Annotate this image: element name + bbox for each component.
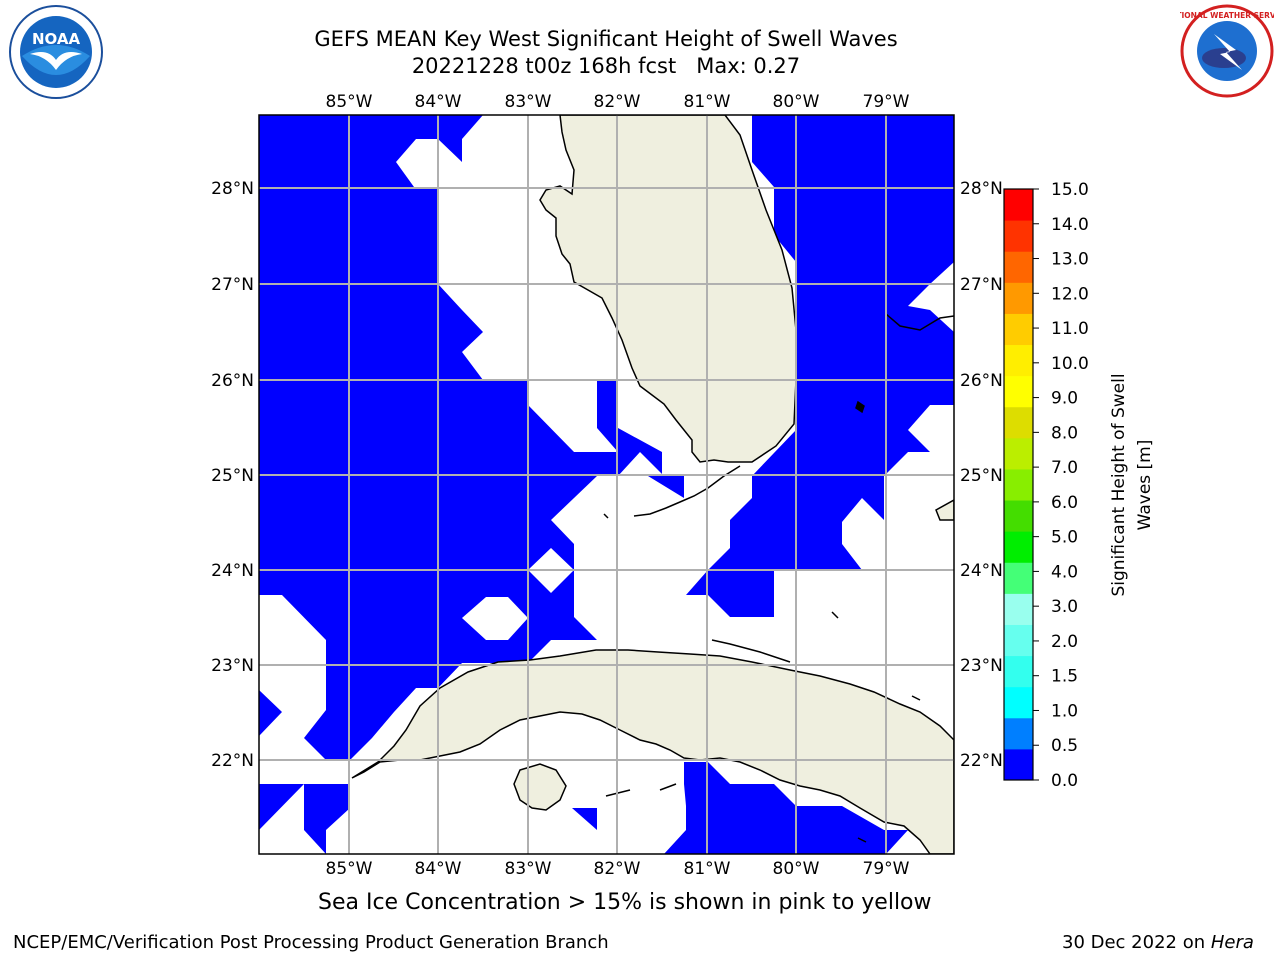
nws-logo-text: NATIONAL WEATHER SERVICE	[1180, 11, 1274, 20]
colorbar-segment	[1004, 717, 1033, 750]
lat-tick-label-left: 28°N	[211, 179, 254, 199]
chart-subtitle-forecast: 20221228 t00z 168h fcst Max: 0.27	[411, 54, 801, 78]
lon-tick-label-top: 84°W	[415, 92, 462, 112]
colorbar-tick-label: 1.5	[1051, 667, 1078, 687]
lat-tick-label-right: 25°N	[960, 466, 1003, 486]
lat-tick-label-left: 22°N	[211, 751, 254, 771]
sea-ice-note: Sea Ice Concentration > 15% is shown in …	[318, 890, 932, 915]
colorbar-tick-label: 1.0	[1051, 701, 1078, 721]
colorbar-segment	[1004, 220, 1033, 252]
colorbar-tick-label: 6.0	[1051, 493, 1078, 513]
colorbar-tick-label: 8.0	[1051, 423, 1078, 443]
colorbar-tick-label: 14.0	[1051, 215, 1089, 235]
lon-tick-label-top: 85°W	[326, 92, 373, 112]
colorbar-tick-label: 0.5	[1051, 736, 1078, 756]
lat-tick-label-left: 24°N	[211, 561, 254, 581]
lon-tick-label-bottom: 84°W	[415, 859, 462, 879]
lat-tick-label-right: 23°N	[960, 656, 1003, 676]
colorbar-segment	[1004, 468, 1033, 501]
lon-tick-label-top: 81°W	[684, 92, 731, 112]
footer-machine: Hera	[1210, 932, 1254, 953]
map-gridlines	[259, 115, 954, 854]
noaa-logo: NOAA	[8, 4, 104, 100]
colorbar-label-line1: Significant Height of Swell	[1109, 373, 1129, 596]
colorbar: 0.0 0.5 1.0 1.5 2.0 3.0 4.0 5.0 6.0 7.0 8.0 9.0 10.0…	[1003, 180, 1089, 791]
colorbar-segment	[1004, 437, 1033, 470]
nws-logo: NATIONAL WEATHER SERVICE	[1165, 4, 1280, 98]
lon-tick-label-top: 82°W	[594, 92, 641, 112]
colorbar-segment	[1004, 531, 1033, 563]
lon-tick-label-bottom: 81°W	[684, 859, 731, 879]
colorbar-segment	[1004, 500, 1033, 532]
map-frame	[258, 114, 955, 855]
lon-tick-label-top: 79°W	[863, 92, 910, 112]
colorbar-tick-label: 3.0	[1051, 597, 1078, 617]
colorbar-segment	[1004, 344, 1033, 377]
footer-date-text: 30 Dec 2022 on	[1062, 932, 1211, 953]
chart-title: GEFS MEAN Key West Significant Height of…	[314, 27, 898, 51]
lon-tick-label-bottom: 82°W	[594, 859, 641, 879]
colorbar-tick-label: 15.0	[1051, 180, 1089, 200]
colorbar-label-line2: Waves [m]	[1135, 440, 1155, 531]
colorbar-segment	[1004, 251, 1033, 283]
colorbar-tick-label: 11.0	[1051, 319, 1089, 339]
colorbar-segment	[1004, 624, 1033, 657]
lat-tick-label-left: 26°N	[211, 371, 254, 391]
map-axis-labels: 85°W 85°W 84°W 84°W 83°W 83°W 82°W 82°W 81°W 81°W…	[211, 92, 1003, 879]
colorbar-segment	[1004, 686, 1033, 719]
map-plot-area	[259, 115, 954, 854]
colorbar-tick-label: 0.0	[1051, 771, 1078, 791]
colorbar-segment	[1004, 406, 1033, 439]
lat-tick-label-right: 26°N	[960, 371, 1003, 391]
lat-tick-label-right: 27°N	[960, 275, 1003, 295]
lon-tick-label-bottom: 79°W	[863, 859, 910, 879]
colorbar-tick-label: 7.0	[1051, 458, 1078, 478]
colorbar-segment	[1004, 375, 1033, 408]
colorbar-segment	[1004, 748, 1033, 781]
colorbar-segment	[1004, 562, 1033, 594]
lon-tick-label-bottom: 85°W	[326, 859, 373, 879]
colorbar-segment	[1004, 189, 1033, 221]
lon-tick-label-bottom: 80°W	[773, 859, 820, 879]
colorbar-tick-label: 9.0	[1051, 389, 1078, 409]
colorbar-tick-label: 2.0	[1051, 632, 1078, 652]
lat-tick-label-left: 23°N	[211, 656, 254, 676]
lon-tick-label-bottom: 83°W	[505, 859, 552, 879]
lat-tick-label-right: 22°N	[960, 751, 1003, 771]
lat-tick-label-right: 28°N	[960, 179, 1003, 199]
footer-date: 30 Dec 2022 on Hera	[1062, 932, 1254, 953]
colorbar-segment	[1004, 593, 1033, 625]
colorbar-frame	[1003, 188, 1034, 781]
lat-tick-label-right: 24°N	[960, 561, 1003, 581]
colorbar-tick-label: 10.0	[1051, 354, 1089, 374]
lon-tick-label-top: 80°W	[773, 92, 820, 112]
noaa-logo-text: NOAA	[32, 30, 81, 48]
colorbar-tick-label: 12.0	[1051, 284, 1089, 304]
colorbar-segment	[1004, 655, 1033, 688]
footer-branch: NCEP/EMC/Verification Post Processing Pr…	[13, 932, 609, 953]
colorbar-segment	[1004, 313, 1033, 346]
colorbar-tick-label: 4.0	[1051, 562, 1078, 582]
lat-tick-label-left: 27°N	[211, 275, 254, 295]
lon-tick-label-top: 83°W	[505, 92, 552, 112]
lat-tick-label-left: 25°N	[211, 466, 254, 486]
colorbar-tick-label: 13.0	[1051, 250, 1089, 270]
colorbar-tick-label: 5.0	[1051, 528, 1078, 548]
colorbar-segment	[1004, 282, 1033, 314]
